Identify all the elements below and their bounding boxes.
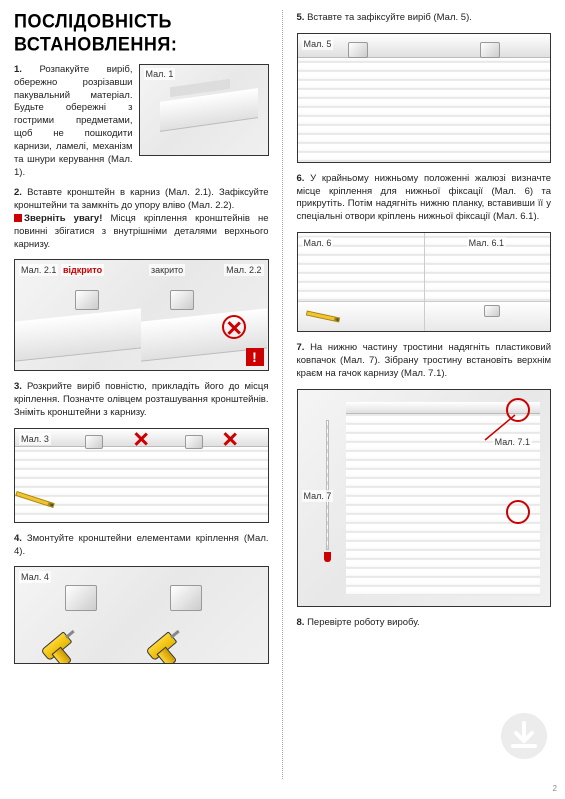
figure-21-label: Мал. 2.1 [19, 264, 58, 276]
step-2-body: Вставте кронштейн в карниз (Мал. 2.1). З… [14, 187, 269, 211]
step-8-num: 8. [297, 617, 305, 628]
warn-icon [14, 214, 22, 222]
fig7-wand [326, 420, 329, 550]
step-4-num: 4. [14, 533, 22, 544]
step-6-num: 6. [297, 173, 305, 184]
figure-4: Мал. 4 [14, 566, 269, 664]
figure-6-label: Мал. 6 [302, 237, 334, 249]
fig2-bracket-1 [75, 290, 99, 310]
page-title: ПОСЛІДОВНІСТЬ ВСТАНОВЛЕННЯ: [14, 10, 269, 56]
fig4-bracket-1 [65, 585, 97, 611]
step-6: 6. У крайньому нижньому положенні жалюзі… [297, 173, 552, 224]
fig7-circle-bot [506, 500, 530, 524]
step-5: 5. Вставте та зафіксуйте виріб (Мал. 5). [297, 12, 552, 25]
step-7-num: 7. [297, 342, 305, 353]
left-column: ПОСЛІДОВНІСТЬ ВСТАНОВЛЕННЯ: 1. Розпакуйт… [0, 0, 283, 799]
fig4-bracket-2 [170, 585, 202, 611]
step-3-body: Розкрийте виріб повністю, прикладіть йог… [14, 381, 269, 418]
warn-label: Зверніть увагу! [24, 213, 102, 224]
step-8: 8. Перевірте роботу виробу. [297, 617, 552, 630]
step-1-num: 1. [14, 64, 22, 75]
fig4-drill-1 [40, 626, 87, 664]
right-column: 5. Вставте та зафіксуйте виріб (Мал. 5).… [283, 0, 565, 799]
step-2: 2. Вставте кронштейн в карниз (Мал. 2.1)… [14, 187, 269, 251]
step-7: 7. На нижню частину тростини надягніть п… [297, 342, 552, 380]
step-1: 1. Розпакуйте виріб, обережно розрізавши… [14, 64, 269, 187]
figure-1: Мал. 1 [139, 64, 269, 156]
fig2-rail-left [15, 309, 141, 362]
step-2-num: 2. [14, 187, 22, 198]
step-1-body: Розпакуйте виріб, обережно розрізавши па… [14, 64, 133, 178]
step-4: 4. Змонтуйте кронштейни елементами кріпл… [14, 533, 269, 559]
fig3-cross-1 [133, 431, 149, 447]
fig4-drill-2 [145, 626, 192, 664]
step-5-body: Вставте та зафіксуйте виріб (Мал. 5). [307, 12, 472, 23]
fig2-alert: ! [246, 348, 264, 366]
step-5-num: 5. [297, 12, 305, 23]
fig3-cross-2 [222, 431, 238, 447]
figure-5-label: Мал. 5 [302, 38, 334, 50]
page-root: ПОСЛІДОВНІСТЬ ВСТАНОВЛЕННЯ: 1. Розпакуйт… [0, 0, 565, 799]
page-number: 2 [553, 784, 557, 793]
step-4-body: Змонтуйте кронштейни елементами кріпленн… [14, 533, 269, 557]
figure-7-label: Мал. 7 [302, 490, 334, 502]
fig3-bracket-1 [85, 435, 103, 449]
fig6-clip [484, 305, 500, 317]
figure-open-label: відкрито [61, 264, 104, 276]
fig5-bracket-2 [480, 42, 500, 58]
step-6-body: У крайньому нижньому положенні жалюзі ви… [297, 173, 552, 222]
fig3-bracket-2 [185, 435, 203, 449]
fig2-bracket-2 [170, 290, 194, 310]
figure-71-label: Мал. 7.1 [493, 436, 532, 448]
fig5-slats [298, 58, 551, 162]
step-3: 3. Розкрийте виріб повністю, прикладіть … [14, 381, 269, 419]
figure-1-label: Мал. 1 [144, 68, 176, 80]
figure-3-label: Мал. 3 [19, 433, 51, 445]
fig6-split [424, 233, 425, 331]
figure-61-label: Мал. 6.1 [467, 237, 506, 249]
fig7-wand-cap [324, 552, 331, 562]
figure-2: Мал. 2.1 відкрито закрито Мал. 2.2 ! [14, 259, 269, 371]
figure-5: Мал. 5 [297, 33, 552, 163]
figure-6: Мал. 6 Мал. 6.1 [297, 232, 552, 332]
fig2-detail-circle [222, 315, 246, 339]
figure-4-label: Мал. 4 [19, 571, 51, 583]
fig5-bracket-1 [348, 42, 368, 58]
step-7-body: На нижню частину тростини надягніть плас… [297, 342, 552, 379]
fig5-rail [298, 34, 551, 58]
download-watermark-icon [501, 713, 547, 759]
step-8-body: Перевірте роботу виробу. [307, 617, 420, 628]
step-3-num: 3. [14, 381, 22, 392]
figure-closed-label: закрито [149, 264, 185, 276]
figure-7: Мал. 7 Мал. 7.1 [297, 389, 552, 607]
figure-3: Мал. 3 [14, 428, 269, 523]
fig7-circle-top [506, 398, 530, 422]
figure-22-label: Мал. 2.2 [224, 264, 263, 276]
step-1-text: 1. Розпакуйте виріб, обережно розрізавши… [14, 64, 133, 179]
